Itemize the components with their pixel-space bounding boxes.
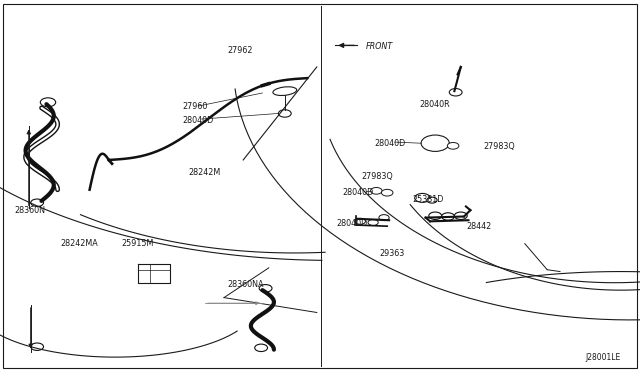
Circle shape xyxy=(259,285,272,292)
Circle shape xyxy=(449,89,462,96)
Text: 28360NA: 28360NA xyxy=(227,280,264,289)
Circle shape xyxy=(381,189,393,196)
Text: 27983Q: 27983Q xyxy=(362,172,394,181)
Circle shape xyxy=(442,213,454,220)
Text: 28040D: 28040D xyxy=(182,116,214,125)
Circle shape xyxy=(371,187,382,194)
Circle shape xyxy=(454,212,467,219)
Circle shape xyxy=(31,343,44,350)
Text: 28442: 28442 xyxy=(466,222,491,231)
Text: 27962: 27962 xyxy=(227,46,253,55)
Text: 28040D: 28040D xyxy=(336,219,367,228)
Ellipse shape xyxy=(273,87,297,96)
Text: 28040D: 28040D xyxy=(342,188,374,197)
Circle shape xyxy=(278,110,291,117)
Circle shape xyxy=(355,218,365,224)
Text: J28001LE: J28001LE xyxy=(586,353,621,362)
Circle shape xyxy=(368,219,378,225)
Text: 28242MA: 28242MA xyxy=(61,239,99,248)
Circle shape xyxy=(415,193,430,202)
Text: 25915M: 25915M xyxy=(122,239,154,248)
Text: 28242M: 28242M xyxy=(189,169,221,177)
Text: 28040D: 28040D xyxy=(374,139,406,148)
Circle shape xyxy=(429,212,442,219)
Circle shape xyxy=(31,199,44,206)
Circle shape xyxy=(447,142,459,149)
Text: 28360N: 28360N xyxy=(14,206,45,215)
Circle shape xyxy=(379,215,389,221)
Text: 27960: 27960 xyxy=(182,102,208,110)
Text: FRONT: FRONT xyxy=(366,42,394,51)
Circle shape xyxy=(255,344,268,352)
Text: 27983Q: 27983Q xyxy=(483,142,515,151)
Text: 29363: 29363 xyxy=(379,249,404,258)
Text: 28040R: 28040R xyxy=(419,100,450,109)
Text: 25381D: 25381D xyxy=(413,195,444,203)
Circle shape xyxy=(40,98,56,107)
Circle shape xyxy=(421,135,449,151)
Circle shape xyxy=(427,197,437,203)
